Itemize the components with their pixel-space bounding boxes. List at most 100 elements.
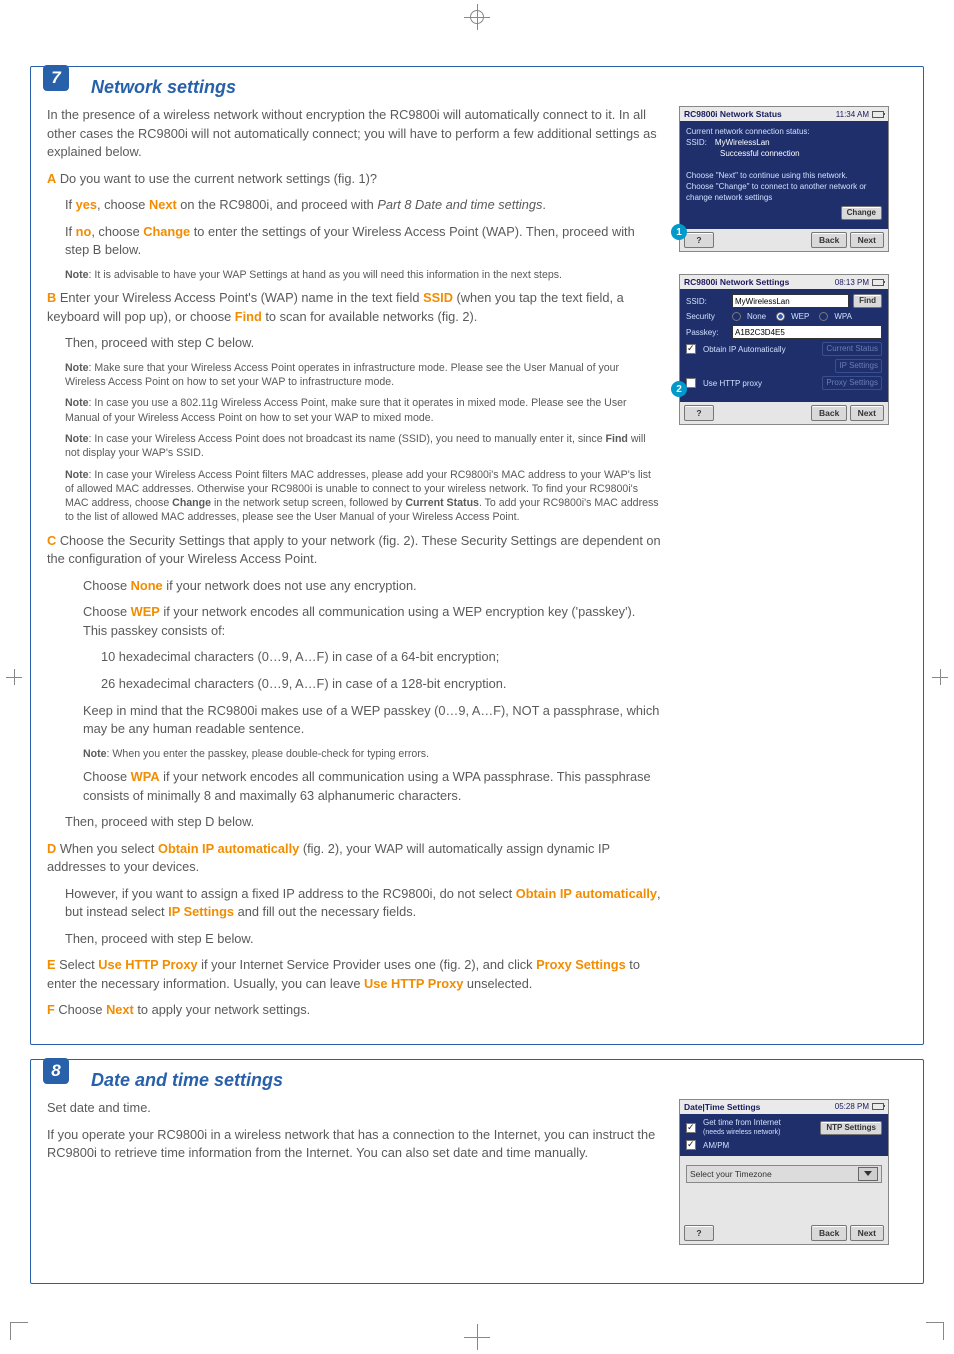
- step-c-letter: C: [47, 533, 56, 548]
- checkbox-http-proxy[interactable]: [686, 378, 696, 388]
- radio-none[interactable]: [732, 312, 741, 321]
- help-button[interactable]: ?: [684, 1225, 714, 1241]
- crop-mark-bl: [10, 1322, 28, 1340]
- shot1-choose2: Choose "Change" to connect to another ne…: [686, 181, 882, 203]
- help-button[interactable]: ?: [684, 232, 714, 248]
- checkbox-get-time[interactable]: [686, 1123, 696, 1133]
- timezone-dropdown[interactable]: [858, 1167, 878, 1181]
- shot3-title: Date|Time Settings: [684, 1102, 760, 1112]
- keyword-yes: yes: [76, 197, 97, 212]
- back-button[interactable]: Back: [811, 405, 847, 421]
- step-badge-8: 8: [43, 1058, 69, 1084]
- note-b2: : In case you use a 802.11g Wireless Acc…: [65, 397, 627, 423]
- shot3-time: 05:28 PM: [835, 1102, 869, 1111]
- screenshot-network-status: RC9800i Network Status 11:34 AM Current …: [679, 106, 889, 252]
- ssid-input[interactable]: MyWirelessLan: [732, 294, 849, 308]
- keyword-change: Change: [143, 224, 190, 239]
- keyword-next: Next: [149, 197, 177, 212]
- change-button[interactable]: Change: [841, 206, 882, 220]
- step-c-line: Choose the Security Settings that apply …: [47, 533, 661, 567]
- shot1-ok: Successful connection: [720, 148, 882, 159]
- timezone-label: Select your Timezone: [690, 1169, 772, 1179]
- step-e-letter: E: [47, 957, 56, 972]
- step-a-line: Do you want to use the current network s…: [60, 171, 377, 186]
- next-button[interactable]: Next: [850, 232, 884, 248]
- passkey-input[interactable]: A1B2C3D4E5: [732, 325, 882, 339]
- step-d-then: Then, proceed with step E below.: [65, 930, 661, 949]
- obtain-ip-label: Obtain IP Automatically: [703, 344, 818, 355]
- shot1-line1: Current network connection status:: [686, 126, 882, 137]
- proxy-settings-button[interactable]: Proxy Settings: [822, 376, 882, 390]
- section8-l2: If you operate your RC9800i in a wireles…: [47, 1126, 661, 1163]
- crop-mark-br: [926, 1322, 944, 1340]
- screenshot-network-settings: RC9800i Network Settings 08:13 PM SSID: …: [679, 274, 889, 425]
- keyword-next-apply: Next: [106, 1002, 134, 1017]
- ampm-label: AM/PM: [703, 1140, 729, 1151]
- register-mark-top: [464, 4, 490, 30]
- get-time-label: Get time from Internet: [703, 1118, 781, 1127]
- keyword-obtain-ip: Obtain IP automatically: [158, 841, 299, 856]
- checkbox-ampm[interactable]: [686, 1140, 696, 1150]
- shot1-ssid-value: MyWirelessLan: [715, 137, 770, 148]
- step-b-then: Then, proceed with step C below.: [65, 334, 661, 353]
- section7-title: Network settings: [91, 77, 907, 98]
- shot1-title: RC9800i Network Status: [684, 109, 782, 119]
- step-a-letter: A: [47, 171, 56, 186]
- keyword-proxy-settings: Proxy Settings: [536, 957, 626, 972]
- bullet-128bit: 26 hexadecimal characters (0…9, A…F) in …: [101, 675, 661, 694]
- shot1-choose1: Choose "Next" to continue using this net…: [686, 170, 882, 181]
- ntp-settings-button[interactable]: NTP Settings: [820, 1121, 882, 1135]
- back-button[interactable]: Back: [811, 1225, 847, 1241]
- keyword-wpa: WPA: [131, 769, 160, 784]
- battery-icon: [872, 1103, 884, 1110]
- register-mark-bottom: [464, 1324, 490, 1350]
- keyword-wep: WEP: [131, 604, 160, 619]
- note-a-text: : It is advisable to have your WAP Setti…: [89, 269, 562, 281]
- step-d-letter: D: [47, 841, 56, 856]
- note-label: Note: [65, 269, 89, 281]
- keyword-no: no: [76, 224, 92, 239]
- section7-intro: In the presence of a wireless network wi…: [47, 106, 661, 162]
- keyword-ssid: SSID: [423, 290, 453, 305]
- checkbox-obtain-ip[interactable]: [686, 344, 696, 354]
- ssid-label: SSID:: [686, 296, 728, 307]
- note-c: : When you enter the passkey, please dou…: [107, 748, 430, 760]
- radio-wep[interactable]: [776, 312, 785, 321]
- current-status-button[interactable]: Current Status: [822, 342, 882, 356]
- shot2-time: 08:13 PM: [835, 278, 869, 287]
- shot2-title: RC9800i Network Settings: [684, 277, 789, 287]
- section8-title: Date and time settings: [91, 1070, 907, 1091]
- keyword-find: Find: [235, 309, 262, 324]
- register-mark-left: [6, 677, 22, 678]
- find-button[interactable]: Find: [853, 294, 882, 308]
- shot1-time: 11:34 AM: [836, 110, 869, 119]
- wep-keep: Keep in mind that the RC9800i makes use …: [83, 702, 661, 739]
- step-f-letter: F: [47, 1002, 55, 1017]
- screenshot-datetime-settings: Date|Time Settings 05:28 PM Get time fro…: [679, 1099, 889, 1245]
- keyword-none: None: [131, 578, 163, 593]
- help-button[interactable]: ?: [684, 405, 714, 421]
- step-c-then: Then, proceed with step D below.: [65, 813, 661, 832]
- radio-wpa[interactable]: [819, 312, 828, 321]
- next-button[interactable]: Next: [850, 405, 884, 421]
- security-label: Security: [686, 311, 728, 322]
- step-badge-7: 7: [43, 65, 69, 91]
- keyword-use-http-proxy: Use HTTP Proxy: [98, 957, 197, 972]
- passkey-label: Passkey:: [686, 327, 728, 338]
- ref-part8: Part 8 Date and time settings: [377, 197, 542, 212]
- ip-settings-button[interactable]: IP Settings: [835, 359, 882, 373]
- register-mark-right: [932, 677, 948, 678]
- battery-icon: [872, 279, 884, 286]
- note-b1: : Make sure that your Wireless Access Po…: [65, 362, 619, 388]
- bullet-64bit: 10 hexadecimal characters (0…9, A…F) in …: [101, 648, 661, 667]
- section8-l1: Set date and time.: [47, 1099, 661, 1118]
- note-b3: : In case your Wireless Access Point doe…: [89, 433, 606, 445]
- shot1-ssid-label: SSID:: [686, 137, 707, 148]
- next-button[interactable]: Next: [850, 1225, 884, 1241]
- keyword-ip-settings: IP Settings: [168, 904, 234, 919]
- step-b-letter: B: [47, 290, 56, 305]
- back-button[interactable]: Back: [811, 232, 847, 248]
- http-proxy-label: Use HTTP proxy: [703, 378, 818, 389]
- figure-badge-1: 1: [671, 224, 687, 240]
- get-time-sub: (needs wireless network): [703, 1129, 780, 1136]
